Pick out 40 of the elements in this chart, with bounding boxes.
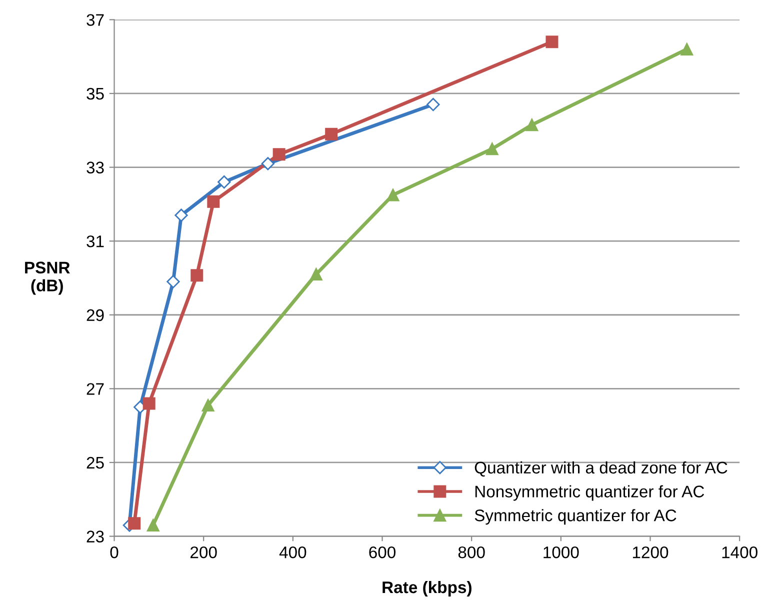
x-tick-label: 800 xyxy=(458,546,485,558)
point xyxy=(386,188,400,202)
y-tick-label: 25 xyxy=(86,456,104,469)
x-tick-label: 1200 xyxy=(632,546,668,558)
point xyxy=(128,517,141,530)
point xyxy=(146,518,160,532)
point xyxy=(202,399,214,412)
point xyxy=(174,208,188,222)
x-axis-title: Rate (kbps) xyxy=(382,580,472,597)
y-axis-title: PSNR (dB) xyxy=(25,262,70,295)
x-tick-label: 1000 xyxy=(544,546,579,558)
x-tick-label: 200 xyxy=(190,546,217,558)
x-tick-label: 400 xyxy=(279,546,306,558)
legend-label: Symmetric quantizer for AC xyxy=(474,509,676,525)
point xyxy=(680,42,694,56)
y-tick-label: 31 xyxy=(86,235,104,248)
point xyxy=(325,128,338,140)
point xyxy=(546,36,558,48)
x-tick-label: 600 xyxy=(369,546,396,558)
point xyxy=(218,175,231,189)
legend-label: Nonsymmetric quantizer for AC xyxy=(475,485,704,501)
point xyxy=(310,268,322,281)
y-tick-label: 27 xyxy=(86,383,104,395)
point xyxy=(261,157,274,170)
y-tick-label: 29 xyxy=(86,309,104,322)
point xyxy=(426,98,440,112)
y-tick-label: 23 xyxy=(86,530,104,542)
x-tick-label: 0 xyxy=(110,546,118,558)
point xyxy=(166,275,180,288)
point xyxy=(190,269,204,282)
point xyxy=(486,142,498,156)
legend-label: Quantizer with a dead zone for AC xyxy=(474,461,728,477)
point xyxy=(272,148,286,161)
x-tick-label: 1400 xyxy=(722,546,758,558)
point xyxy=(142,397,156,410)
y-tick-label: 37 xyxy=(86,14,104,26)
y-tick-label: 35 xyxy=(86,88,104,100)
point xyxy=(207,195,220,208)
y-tick-label: 33 xyxy=(86,162,104,174)
point xyxy=(526,118,538,132)
